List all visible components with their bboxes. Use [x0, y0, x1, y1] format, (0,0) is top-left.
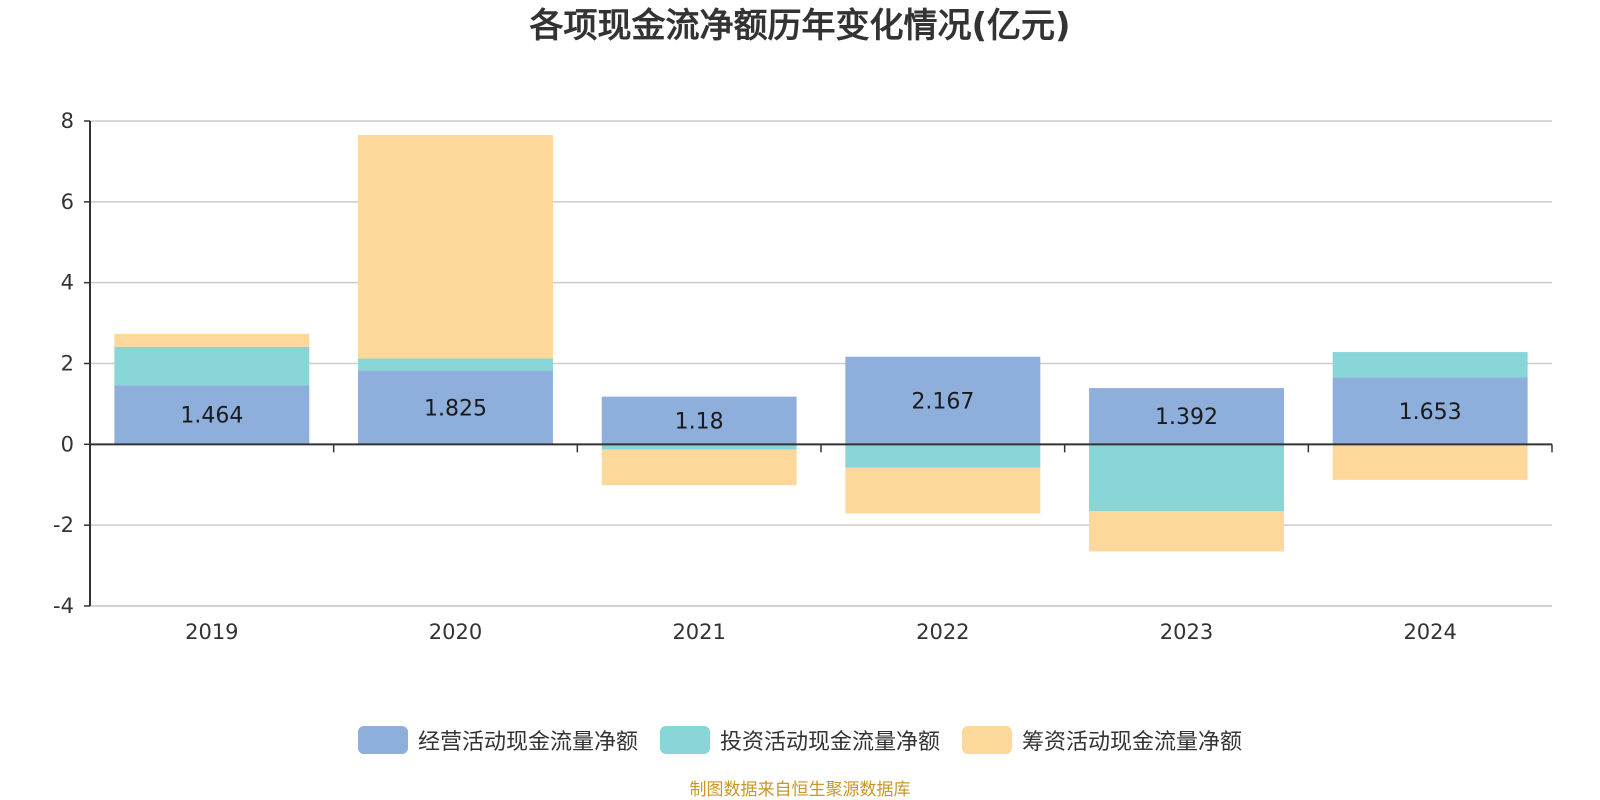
y-tick-label: 8 [61, 109, 74, 133]
bar-2022-series-1 [845, 356, 1041, 445]
axes: -4 -2 0 2 4 6 8 2019 2020 2021 2022 2023 2024 [53, 109, 1553, 644]
bar-2020-series-1 [358, 370, 553, 445]
source-note: 制图数据来自恒生聚源数据库 [689, 780, 911, 800]
y-tick-label: -2 [53, 513, 74, 537]
data-label-2024: 1.653 [1399, 400, 1462, 425]
bar-2024-series-3 [1332, 444, 1528, 480]
data-labels: 1.464 1.825 1.18 2.167 1.392 1.653 [180, 390, 1461, 435]
bar-2021-series-1 [601, 396, 797, 445]
bar-2020-series-2 [358, 358, 553, 371]
x-tick-label-2020: 2020 [429, 620, 482, 644]
bar-2019-series-2 [114, 346, 310, 386]
data-label-2023: 1.392 [1155, 405, 1218, 430]
legend-item-3[interactable]: 筹资活动现金流量净额 [962, 724, 1242, 756]
bar-2019-series-3 [114, 333, 310, 347]
y-tick-label: 4 [61, 271, 74, 295]
chart-title: 各项现金流净额历年变化情况(亿元) [529, 6, 1071, 46]
y-tick-label: 2 [61, 352, 74, 376]
bar-2024-series-1 [1332, 377, 1528, 445]
bar-2024-series-2 [1332, 352, 1528, 378]
legend-item-2[interactable]: 投资活动现金流量净额 [659, 724, 940, 756]
y-tick-label: 6 [61, 190, 74, 214]
x-tick-label-2022: 2022 [916, 620, 969, 644]
legend-swatch [962, 726, 1012, 754]
y-tick-label: 0 [61, 432, 74, 456]
data-label-2022: 2.167 [911, 390, 974, 415]
bar-2023-series-1 [1089, 388, 1284, 445]
legend-label: 筹资活动现金流量净额 [1022, 730, 1243, 755]
x-tick-label-2021: 2021 [672, 620, 725, 644]
y-tick-label: -4 [53, 594, 74, 618]
legend-swatch [357, 726, 408, 754]
bar-2021-series-2 [601, 444, 797, 450]
legend-item-1[interactable]: 经营活动现金流量净额 [357, 724, 638, 756]
legend: 经营活动现金流量净额 投资活动现金流量净额 筹资活动现金流量净额 [0, 720, 1600, 760]
legend-swatch [659, 726, 710, 754]
data-label-2020: 1.825 [424, 396, 487, 421]
bar-2021-series-3 [601, 449, 797, 486]
bar-2022-series-2 [845, 444, 1041, 468]
x-tick-label-2019: 2019 [185, 620, 238, 644]
x-tick-label-2024: 2024 [1403, 620, 1456, 644]
bar-2020-series-3 [358, 134, 553, 359]
bar-2023-series-3 [1089, 511, 1284, 552]
x-tick-label-2023: 2023 [1160, 620, 1213, 644]
bar-2023-series-2 [1089, 444, 1284, 512]
data-label-2021: 1.18 [675, 409, 724, 434]
legend-label: 投资活动现金流量净额 [719, 730, 940, 755]
legend-label: 经营活动现金流量净额 [417, 730, 638, 755]
bar-2019-series-1 [114, 385, 310, 445]
bars [114, 134, 1528, 552]
data-label-2019: 1.464 [180, 404, 243, 429]
bar-2022-series-3 [845, 467, 1041, 514]
